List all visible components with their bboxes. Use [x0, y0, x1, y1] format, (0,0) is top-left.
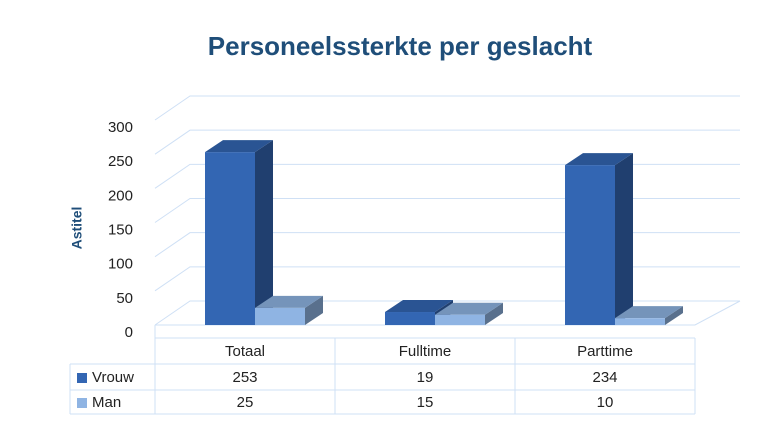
y-tick-label: 100 — [108, 256, 133, 273]
grid-line — [154, 198, 740, 223]
data-label: 10 — [597, 394, 614, 411]
grid-line — [154, 95, 740, 121]
x-tick-label: Totaal — [225, 343, 265, 360]
bar-top — [615, 306, 683, 319]
bar — [205, 152, 255, 325]
bar — [435, 314, 485, 325]
bar — [385, 312, 435, 325]
bar-side — [305, 295, 323, 325]
bar-top — [255, 295, 323, 308]
legend-label: Man — [92, 394, 121, 411]
y-tick-label: 300 — [108, 119, 133, 136]
bar-top — [435, 302, 503, 315]
bar-side — [485, 302, 503, 325]
bar-top — [205, 140, 273, 153]
bar — [615, 318, 665, 325]
y-axis-title: Astitel — [69, 207, 85, 250]
data-label: 234 — [592, 369, 617, 386]
floor — [155, 300, 741, 326]
x-tick-label: Parttime — [577, 343, 633, 360]
y-tick-label: 250 — [108, 153, 133, 170]
bar-top — [565, 153, 633, 166]
bar-side — [255, 140, 273, 325]
legend-label: Vrouw — [92, 369, 134, 386]
bar-side — [665, 306, 683, 325]
grid-line — [154, 266, 740, 292]
chart-title: Personeelssterkte per geslacht — [208, 31, 593, 61]
grid-line — [154, 129, 740, 155]
y-tick-label: 50 — [116, 290, 133, 307]
bar-top — [385, 300, 453, 313]
y-tick-label: 200 — [108, 187, 133, 204]
legend-swatch — [77, 373, 87, 383]
data-label: 19 — [417, 369, 434, 386]
bar — [565, 165, 615, 325]
data-label: 253 — [232, 369, 257, 386]
grid-line — [154, 232, 740, 258]
grid-line — [154, 163, 740, 189]
data-label: 15 — [417, 394, 434, 411]
y-tick-label: 150 — [108, 221, 133, 238]
data-label: 25 — [237, 394, 254, 411]
bar — [255, 307, 305, 325]
grid-line — [154, 300, 740, 326]
y-tick-label: 0 — [125, 324, 133, 341]
bar-side — [615, 153, 633, 325]
x-tick-label: Fulltime — [399, 343, 452, 360]
legend-swatch — [77, 398, 87, 408]
